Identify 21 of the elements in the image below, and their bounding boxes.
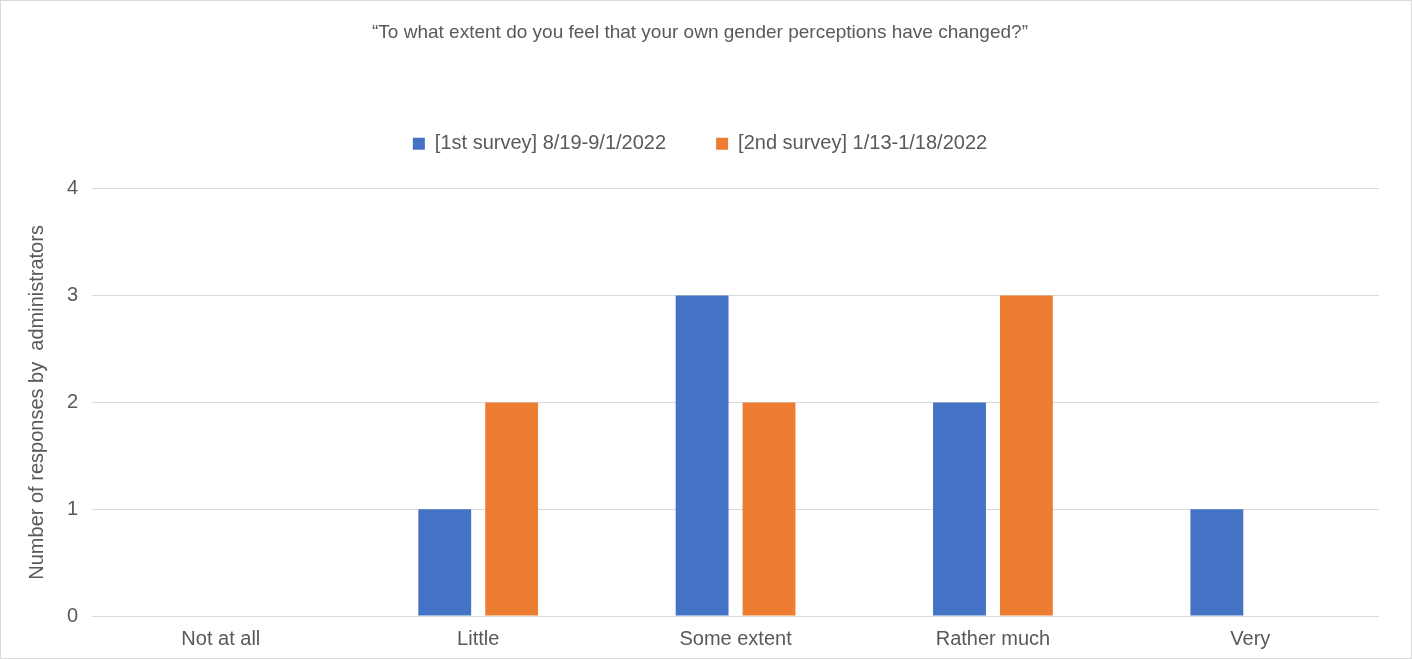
bar — [418, 509, 472, 616]
legend-label: [1st survey] 8/19-9/1/2022 — [434, 131, 667, 154]
y-tick-label: 0 — [67, 603, 79, 626]
chart-title: “To what extent do you feel that your own gender perceptions have changed?” — [372, 20, 1028, 42]
y-tick-label: 3 — [67, 283, 79, 306]
bar — [742, 402, 796, 616]
y-tick-label: 2 — [67, 389, 79, 412]
bar — [999, 295, 1053, 616]
bar — [1190, 509, 1244, 616]
bar — [485, 402, 539, 616]
x-tick-label: Some extent — [679, 626, 793, 649]
y-tick-label: 1 — [67, 496, 79, 519]
bar — [933, 402, 986, 616]
legend-label: [2nd survey] 1/13-1/18/2022 — [738, 131, 988, 154]
x-tick-label: Very — [1230, 626, 1271, 649]
y-axis-title: Number of responses by administrators — [24, 225, 47, 580]
bar — [675, 295, 729, 616]
y-tick-label: 4 — [67, 176, 79, 199]
x-tick-label: Rather much — [935, 626, 1051, 649]
x-tick-label: Not at all — [181, 626, 261, 649]
x-tick-label: Little — [457, 626, 500, 649]
